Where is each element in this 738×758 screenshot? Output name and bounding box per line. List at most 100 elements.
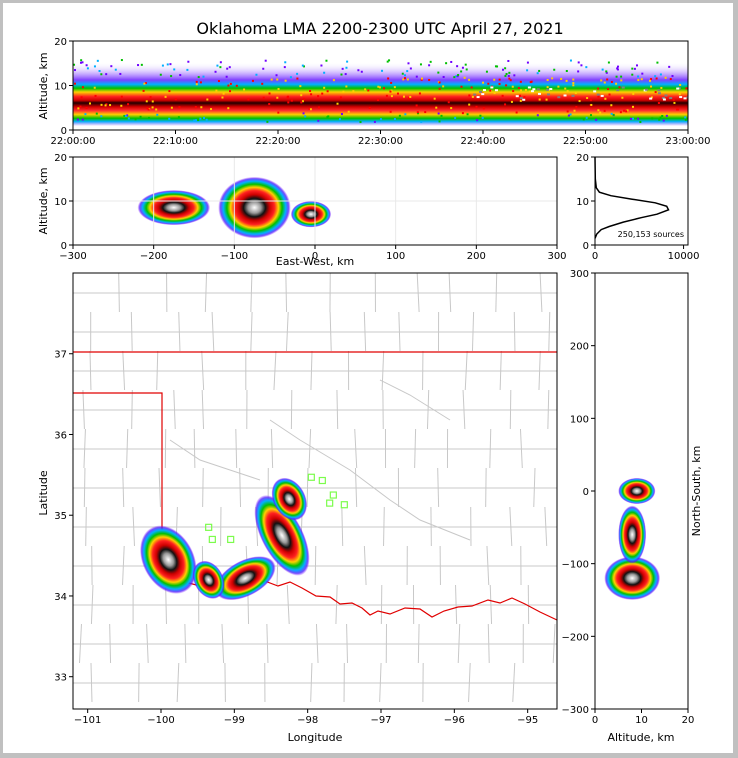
east-west-xlabel: East-West, km [276,255,354,268]
lightning-cluster [271,477,308,521]
time-altitude-density-mark [105,103,108,106]
time-altitude-density-mark [637,75,640,78]
time-altitude-core-mark [519,97,523,100]
time-altitude-density-mark [73,69,76,72]
time-altitude-density-mark [580,64,583,67]
east-west-cluster [290,201,332,228]
lma-station-marker [205,523,213,531]
time-altitude-density-mark [93,86,96,89]
county-line [381,350,385,391]
time-altitude-core-mark [494,89,498,92]
time-altitude-density-mark [600,79,603,82]
time-altitude-density-mark [578,100,581,103]
time-altitude-core-mark [596,93,600,96]
county-line [211,311,215,352]
time-altitude-density-mark [168,117,171,120]
time-altitude-density-mark [81,61,84,64]
time-altitude-density-mark [546,78,549,81]
time-altitude-density-mark [317,106,320,109]
time-altitude-density-mark [475,105,478,108]
time-altitude-core-mark [563,94,567,97]
north-south-xtick-label: 10 [635,715,648,726]
county-line [156,350,159,391]
time-altitude-density-mark [283,66,286,69]
time-altitude-density-mark [590,114,593,117]
time-altitude-density-mark [299,85,302,88]
time-altitude-density-mark [635,64,638,67]
time-altitude-density-mark [127,103,130,106]
county-line [346,623,349,664]
time-altitude-density-mark [80,96,83,99]
time-altitude-density-mark [194,106,197,109]
north-south-panel: 0 10 20 −300 −200 −100 0 100 200 300 Altitude, km… [562,269,703,744]
county-line [414,428,417,469]
time-altitude-density-mark [300,101,303,104]
time-altitude-density-mark [277,87,280,90]
county-line [548,311,551,352]
time-altitude-density-mark [471,95,474,98]
time-altitude-density-mark [676,108,679,111]
time-altitude-density-mark [173,68,176,71]
time-altitude-density-mark [546,86,549,89]
time-altitude-density-mark [403,77,406,80]
county-line [416,273,420,313]
time-altitude-density-mark [275,74,278,77]
county-line [90,662,93,703]
altitude-histogram-panel: 250,153 sources 0 10 20 0 10000 [576,153,699,262]
time-altitude-density-mark [428,64,431,67]
time-altitude-density-mark [352,90,355,93]
time-altitude-density-mark [606,78,609,81]
time-altitude-core-mark [593,90,597,93]
time-altitude-density-mark [266,120,269,123]
east-west-xtick-label: 300 [547,251,566,262]
county-line [85,506,87,547]
time-altitude-density-mark [560,77,563,80]
time-altitude-density-mark [390,89,393,92]
time-altitude-density-mark [81,86,84,89]
county-line [193,428,196,469]
time-altitude-density-mark [605,70,608,73]
time-altitude-density-mark [607,61,610,64]
time-altitude-density-mark [406,78,409,81]
time-altitude-density-mark [631,73,634,76]
county-line [130,311,133,352]
east-west-xtick-label: −300 [59,251,86,262]
time-altitude-density-mark [572,84,575,87]
time-altitude-core-mark [515,95,519,98]
time-altitude-density-mark [178,106,181,109]
time-altitude-density-mark [80,59,83,62]
plan-view-xtick-label: −101 [74,715,101,726]
time-altitude-density-mark [235,84,238,87]
time-altitude-xtick-label: 22:00:00 [51,136,96,147]
time-altitude-core-mark [649,97,653,100]
county-line [489,584,493,625]
time-altitude-density-mark [481,116,484,119]
east-west-ylabel: Altitude, km [37,167,50,234]
time-altitude-density-mark [137,64,140,67]
time-altitude-density-mark [228,66,231,69]
histogram-ytick-label: 0 [583,241,589,252]
time-altitude-density-mark [268,92,271,95]
time-altitude-density-mark [526,61,529,64]
east-west-cluster [218,176,291,239]
time-altitude-density-mark [601,68,604,71]
time-altitude-density-mark [255,73,258,76]
time-altitude-core-mark [662,98,666,101]
county-line [512,662,516,703]
time-altitude-density-mark [569,113,572,116]
north-south-cluster [618,505,647,564]
time-altitude-density-mark [195,83,198,86]
time-altitude-density-mark [659,116,662,119]
time-altitude-density-mark [673,101,676,104]
county-line [519,428,523,469]
time-altitude-density-mark [519,99,522,102]
time-altitude-density-mark [597,95,600,98]
time-altitude-density-mark [454,116,457,119]
time-altitude-density-mark [296,77,299,80]
time-altitude-core-mark [482,89,486,92]
time-altitude-ytick-label: 10 [54,82,67,93]
time-altitude-density-mark [650,85,653,88]
time-altitude-density-mark [302,65,305,68]
time-altitude-density-mark [126,114,129,117]
time-altitude-density-mark [536,72,539,75]
